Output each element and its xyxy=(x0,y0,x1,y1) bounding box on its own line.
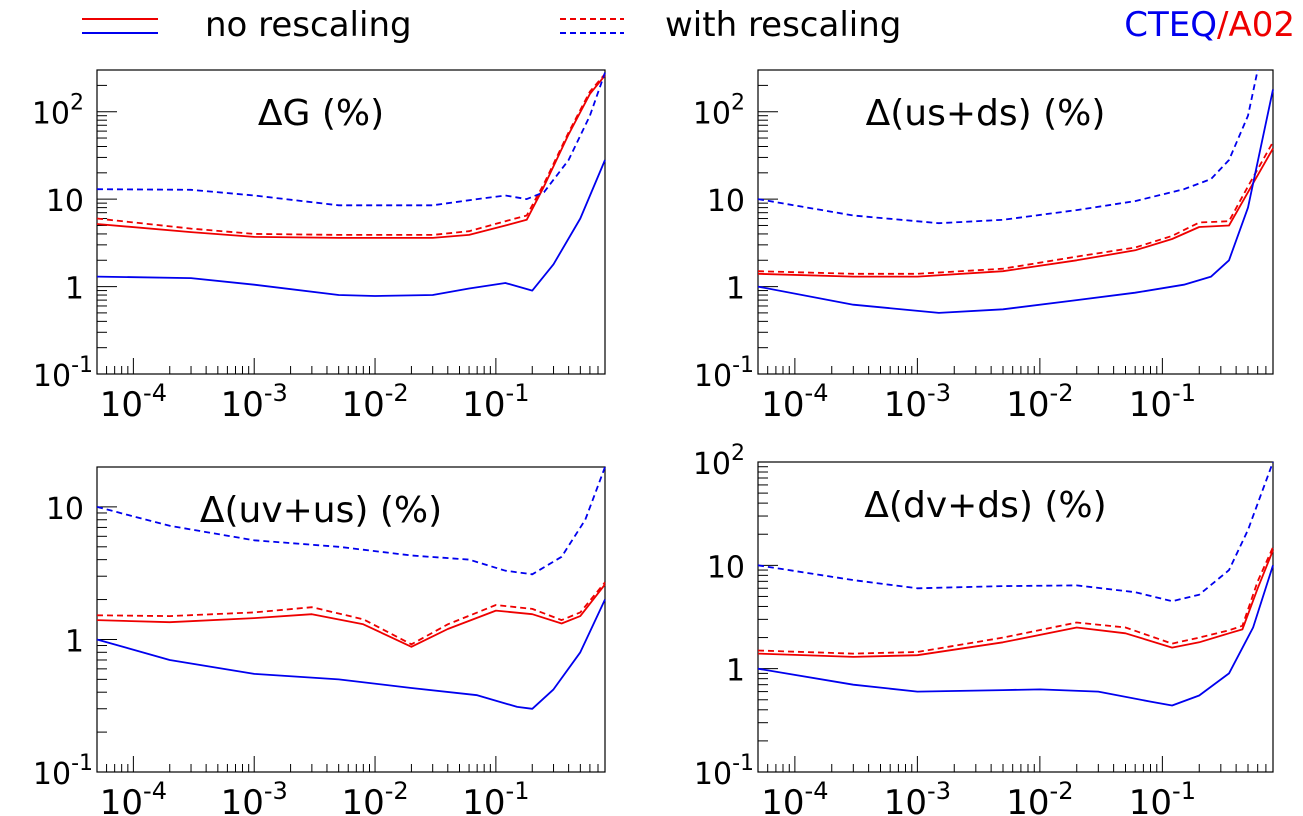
panel-delta-g: 10-4 10-3 10-2 10-1 10-1 1 10 102 ΔG (%) xyxy=(32,69,606,420)
plot-frame xyxy=(96,69,606,375)
series-line-blue-solid xyxy=(96,599,606,710)
legend-solid-label: no rescaling xyxy=(205,5,412,45)
series-line-blue-solid xyxy=(757,565,1274,707)
series-line-red-dashed xyxy=(96,581,606,646)
plot-frame xyxy=(757,69,1274,375)
legend-a02-label: A02 xyxy=(1228,5,1295,45)
x-axis-ticks xyxy=(757,756,1274,772)
series-line-red-solid xyxy=(96,583,606,648)
x-tick-label: 10-2 xyxy=(341,379,408,420)
plot-frame xyxy=(96,466,606,773)
y-tick-label: 1 xyxy=(65,624,84,659)
y-tick-label: 10 xyxy=(46,184,84,219)
x-tick-label: 10-3 xyxy=(221,777,288,816)
y-tick-label: 10-1 xyxy=(33,353,93,394)
y-axis-ticks xyxy=(97,69,117,375)
x-tick-label: 10-4 xyxy=(100,777,167,816)
y-tick-label: 1 xyxy=(65,272,84,307)
x-tick-label: 10-1 xyxy=(462,777,529,816)
x-tick-label: 10-4 xyxy=(761,777,828,816)
panel-title: Δ(dv+ds) (%) xyxy=(864,485,1106,526)
y-tick-label: 1 xyxy=(726,654,745,689)
x-tick-label: 10-2 xyxy=(1006,777,1073,816)
series-line-red-solid xyxy=(757,549,1274,658)
x-axis-ticks xyxy=(96,358,606,374)
series-line-blue-solid xyxy=(757,89,1274,314)
panel-title: Δ(uv+us) (%) xyxy=(200,490,442,531)
series-line-blue-dashed xyxy=(757,69,1259,225)
legend: no rescaling with rescaling CTEQ/A02 xyxy=(82,5,1295,45)
y-axis-ticks xyxy=(97,466,117,773)
x-axis-ticks xyxy=(96,756,606,772)
x-tick-label: 10-2 xyxy=(1006,379,1073,420)
y-tick-label: 10-1 xyxy=(33,751,93,792)
x-tick-label: 10-2 xyxy=(341,777,408,816)
series-line-blue-dashed xyxy=(96,466,606,576)
panel-title: Δ(us+ds) (%) xyxy=(866,93,1106,134)
y-axis-ticks xyxy=(758,69,778,375)
legend-slash: / xyxy=(1217,5,1229,45)
x-tick-label: 10-1 xyxy=(462,379,529,420)
y-tick-label: 10 xyxy=(707,184,745,219)
legend-dashed-label: with rescaling xyxy=(665,5,901,45)
y-tick-label: 102 xyxy=(32,91,84,132)
x-tick-label: 10-3 xyxy=(884,379,951,420)
panel-delta-dv-ds: 10-4 10-3 10-2 10-1 10-1 1 10 102 Δ(dv+ds) (%) xyxy=(693,441,1274,816)
y-tick-label: 1 xyxy=(726,272,745,307)
x-tick-label: 10-1 xyxy=(1129,379,1196,420)
panel-title: ΔG (%) xyxy=(258,93,384,134)
panel-delta-uv-us: 10-4 10-3 10-2 10-1 10-1 1 10 Δ(uv+us) (%) xyxy=(33,466,606,816)
x-tick-label: 10-3 xyxy=(221,379,288,420)
series-line-blue-solid xyxy=(96,159,606,297)
series-line-blue-dashed xyxy=(757,461,1274,603)
x-tick-label: 10-1 xyxy=(1129,777,1196,816)
series-line-red-dashed xyxy=(96,73,606,236)
y-tick-label: 10 xyxy=(46,492,84,527)
series-line-blue-dashed xyxy=(96,72,606,207)
y-tick-label: 10-1 xyxy=(694,353,754,394)
panel-delta-us-ds: 10-4 10-3 10-2 10-1 10-1 1 10 102 Δ(us+ds) (%) xyxy=(693,69,1274,420)
legend-cteq-label: CTEQ xyxy=(1124,5,1217,45)
series-line-red-dashed xyxy=(757,546,1274,655)
series-line-red-solid xyxy=(757,148,1274,278)
series-line-red-solid xyxy=(96,74,606,239)
y-axis-ticks xyxy=(758,461,778,773)
y-tick-label: 10 xyxy=(707,550,745,585)
x-tick-label: 10-3 xyxy=(884,777,951,816)
x-axis-ticks xyxy=(757,358,1274,374)
x-tick-label: 10-4 xyxy=(100,379,167,420)
y-tick-label: 102 xyxy=(693,91,745,132)
x-tick-label: 10-4 xyxy=(761,379,828,420)
series-line-red-dashed xyxy=(757,141,1274,275)
y-tick-label: 10-1 xyxy=(694,751,754,792)
y-tick-label: 102 xyxy=(693,441,745,482)
plot-frame xyxy=(757,461,1274,773)
legend-set-label: CTEQ/A02 xyxy=(1124,5,1295,45)
